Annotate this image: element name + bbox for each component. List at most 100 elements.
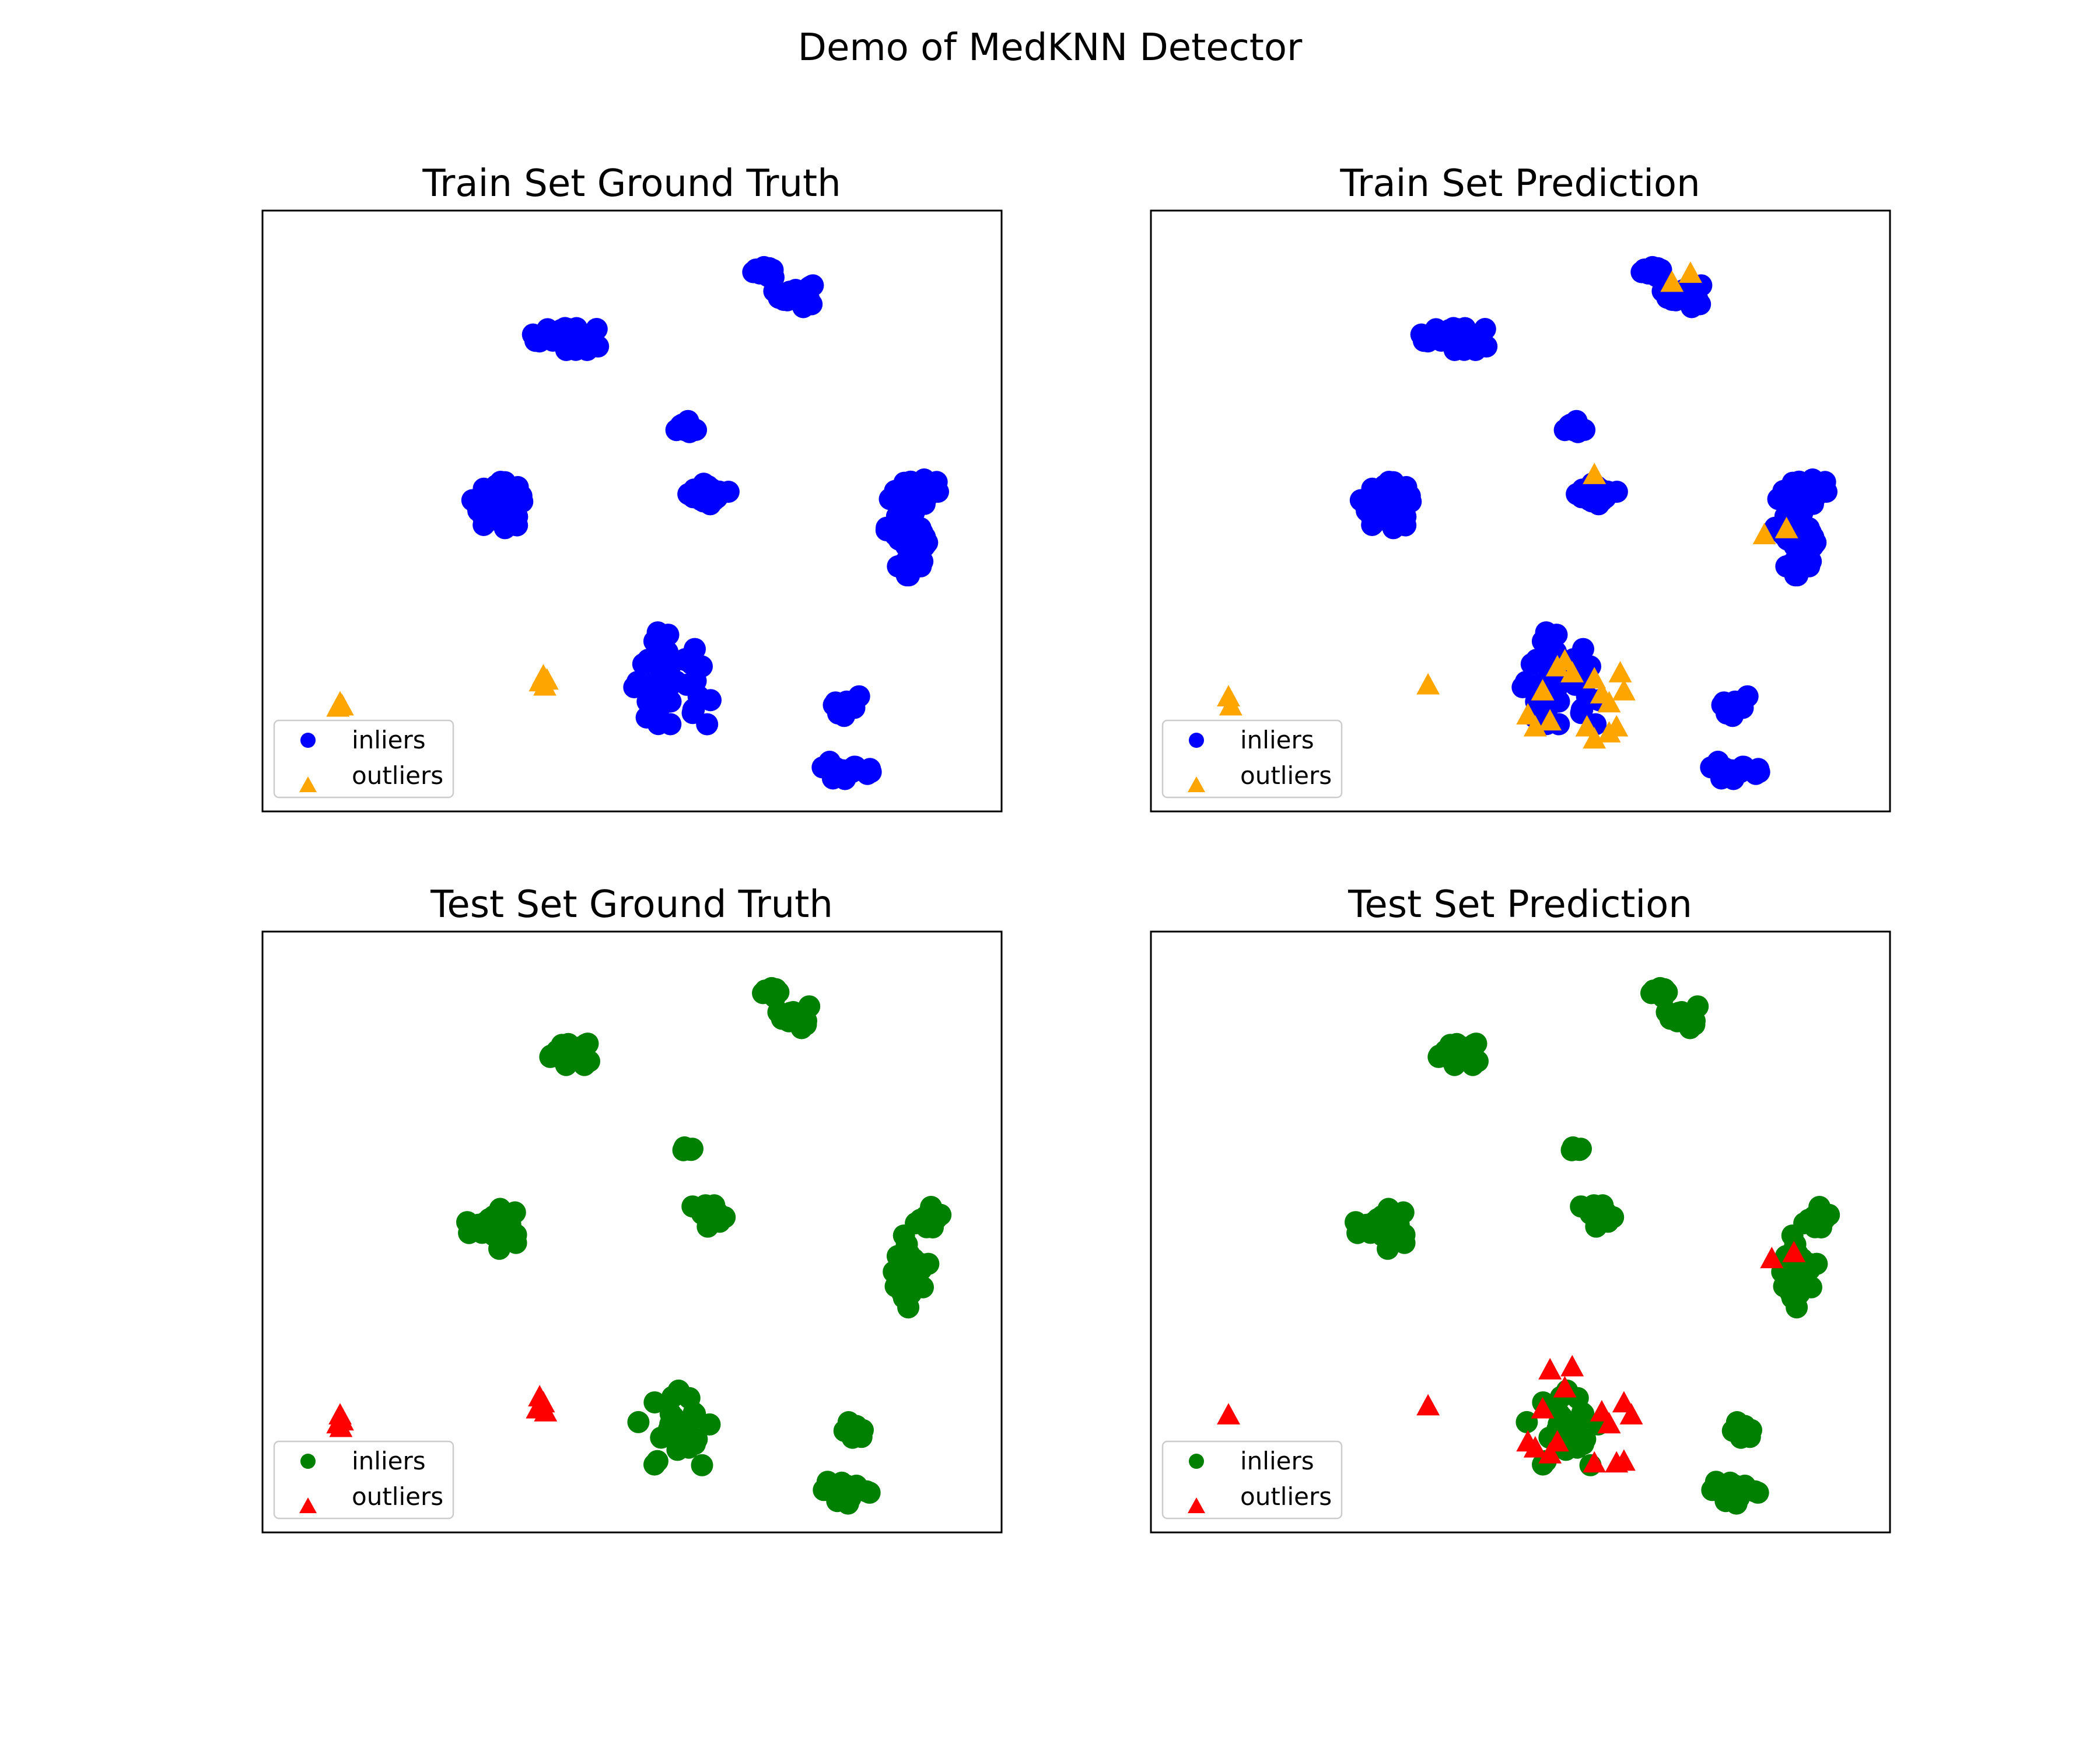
outlier-point <box>1531 1396 1555 1419</box>
inlier-point <box>859 761 882 783</box>
outlier-point <box>326 695 350 717</box>
outlier-point <box>1583 667 1606 689</box>
inlier-point <box>886 1245 909 1268</box>
legend-marker-inliers <box>300 733 316 748</box>
inlier-point <box>489 1198 512 1220</box>
inlier-point <box>1465 1032 1488 1055</box>
axes-frame <box>1150 930 1891 1534</box>
inlier-point <box>524 330 547 352</box>
legend-box <box>273 1440 454 1520</box>
outlier-point <box>1782 1241 1806 1262</box>
inlier-point <box>1801 470 1824 492</box>
inlier-point <box>659 1402 682 1425</box>
inlier-point <box>784 1008 807 1031</box>
outlier-point <box>1660 270 1684 292</box>
inlier-point <box>659 713 682 736</box>
outlier-point <box>1612 679 1636 701</box>
outlier-point <box>1597 1412 1621 1434</box>
legend-label-outliers: outliers <box>1240 1482 1332 1511</box>
inlier-point <box>785 280 808 303</box>
subplot-test-prediction: Test Set Prediction inliers outliers <box>1150 883 1891 1534</box>
legend: inliers outliers <box>1161 719 1343 799</box>
outlier-point <box>1774 516 1798 538</box>
inlier-point <box>1364 480 1387 502</box>
legend: inliers outliers <box>1161 1440 1343 1520</box>
outlier-point <box>1619 1403 1643 1424</box>
inlier-point <box>1572 481 1595 504</box>
legend: inliers outliers <box>273 719 454 799</box>
legend-box <box>1161 719 1343 799</box>
outlier-point <box>1583 1451 1606 1473</box>
outlier-point <box>1583 727 1606 749</box>
inlier-point <box>1804 1210 1826 1233</box>
outlier-point <box>1217 1403 1240 1424</box>
inlier-point <box>858 1481 881 1504</box>
inlier-point <box>1718 764 1741 786</box>
outlier-point <box>1219 694 1242 716</box>
outlier-point <box>1523 1436 1547 1458</box>
inlier-point <box>475 480 498 502</box>
inlier-point <box>573 1054 596 1076</box>
inlier-point <box>665 419 688 442</box>
inlier-point <box>1714 1490 1737 1513</box>
outlier-point <box>1553 1376 1577 1398</box>
inlier-point <box>673 649 696 671</box>
inlier-point <box>678 1387 701 1409</box>
inlier-point <box>691 1454 713 1476</box>
inlier-point <box>1548 1402 1570 1425</box>
outlier-point <box>1583 463 1606 484</box>
inlier-point <box>1412 330 1435 352</box>
outlier-point <box>1523 715 1547 737</box>
inlier-point <box>569 334 592 356</box>
inlier-point <box>1574 1428 1597 1451</box>
inlier-point <box>1373 507 1396 530</box>
inlier-point <box>1791 1270 1814 1293</box>
inlier-point <box>1746 1481 1769 1504</box>
inlier-point <box>902 1270 925 1293</box>
inlier-point <box>672 1139 695 1161</box>
inlier-point <box>883 522 906 545</box>
outlier-point <box>329 1415 353 1437</box>
legend-marker-outliers <box>299 1497 317 1513</box>
inlier-point <box>645 676 668 698</box>
inlier-point <box>1802 492 1824 515</box>
inlier-point <box>1795 547 1818 570</box>
outlier-point <box>534 1400 558 1422</box>
inlier-point <box>685 1428 708 1451</box>
legend-label-outliers: outliers <box>1240 761 1332 790</box>
points-layer <box>326 256 949 790</box>
inlier-point <box>1672 1008 1695 1031</box>
inlier-point <box>1731 1422 1753 1445</box>
inlier-point <box>646 1450 668 1472</box>
legend-label-inliers: inliers <box>352 1447 426 1475</box>
inlier-point <box>505 1223 527 1246</box>
outlier-point <box>1752 523 1776 544</box>
subplot-title: Train Set Ground Truth <box>422 162 841 205</box>
inlier-point <box>1514 671 1537 694</box>
inlier-point <box>1727 695 1749 718</box>
inlier-point <box>1553 419 1576 442</box>
inlier-point <box>1445 1039 1468 1062</box>
inlier-point <box>914 492 936 515</box>
outlier-point <box>1608 661 1632 682</box>
inlier-point <box>650 1426 673 1449</box>
inlier-point <box>556 1039 579 1062</box>
inlier-point <box>1560 1139 1583 1161</box>
inlier-point <box>761 258 784 281</box>
legend: inliers outliers <box>273 1440 454 1520</box>
inlier-point <box>698 1413 721 1436</box>
outlier-point <box>1531 679 1555 701</box>
inlier-point <box>676 673 698 696</box>
legend-marker-outliers <box>299 776 317 792</box>
inlier-point <box>915 1210 938 1233</box>
subplot-train-ground-truth: Train Set Ground Truth inliers outliers <box>261 162 1003 813</box>
outlier-point <box>1545 654 1569 677</box>
subplot-title: Test Set Ground Truth <box>430 883 833 926</box>
inlier-point <box>627 1410 650 1433</box>
outlier-point <box>1760 1247 1784 1269</box>
inlier-point <box>913 470 936 492</box>
inlier-point <box>1650 258 1672 281</box>
inlier-point <box>541 330 564 352</box>
outlier-point <box>1560 1354 1584 1377</box>
inlier-point <box>1393 1223 1416 1246</box>
